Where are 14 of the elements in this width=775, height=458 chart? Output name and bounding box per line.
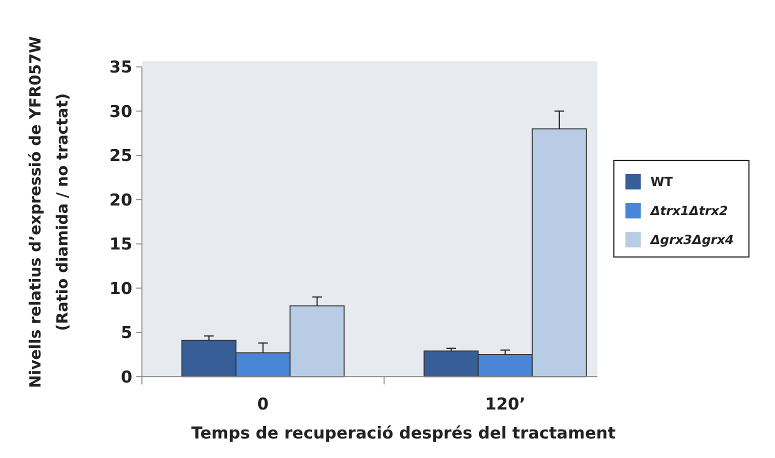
y-tick-label: 5	[120, 323, 132, 342]
legend-label: Δtrx1Δtrx2	[649, 203, 728, 218]
y-tick-label: 15	[109, 234, 132, 254]
legend-label: Δgrx3Δgrx4	[649, 232, 734, 248]
y-tick-label: 0	[120, 367, 132, 386]
y-tick-label: 20	[109, 190, 132, 210]
y-tick-label: 10	[109, 278, 132, 298]
y-tick-label: 30	[109, 102, 132, 121]
x-tick-label: 120’	[485, 394, 526, 414]
legend-label: WT	[650, 174, 674, 190]
y-tick-label: 35	[109, 58, 132, 77]
x-axis-title: Temps de recuperació després del tractament	[191, 423, 616, 442]
y-axis-title: Nivells relatius d’expressió de YFR057W (Ratio diamida / no tractat)	[26, 36, 72, 388]
y-tick-label: 25	[109, 146, 132, 166]
